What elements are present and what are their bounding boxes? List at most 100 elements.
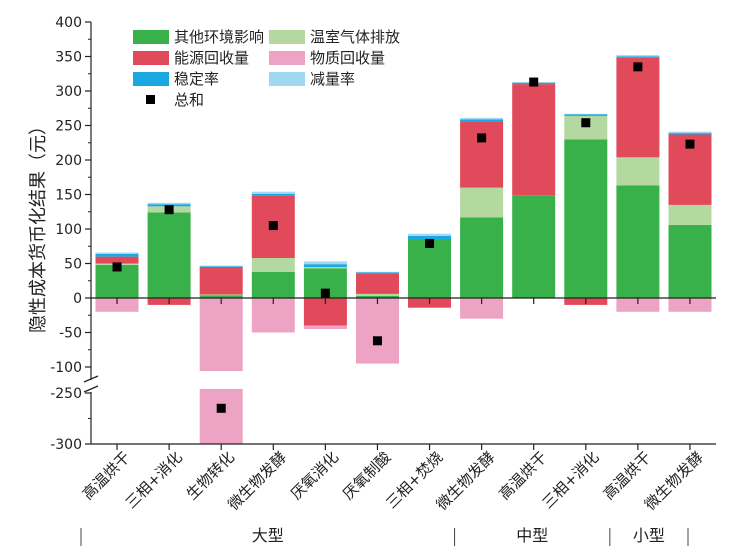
bar-1-series-0 (147, 212, 191, 298)
bar-2-series-0 (199, 295, 243, 298)
y-tick-label-9: -50 (59, 326, 82, 342)
y-tick-label-11: -250 (50, 386, 82, 402)
bar-7-series-4 (460, 119, 504, 122)
group-label-0: 大型 (252, 526, 284, 545)
y-tick-label-8: 0 (73, 291, 82, 307)
bar-9-series-1 (564, 115, 608, 140)
bar-5-series-0 (356, 295, 399, 298)
total-marker-1 (164, 205, 174, 215)
y-tick-label-6: 100 (55, 222, 82, 238)
bar-4-series-5 (303, 261, 347, 265)
legend-label-6: 总和 (174, 91, 204, 109)
bar-0-series-3 (95, 298, 139, 312)
y-tick-label-10: -100 (50, 360, 82, 376)
bar-8-series-0 (512, 195, 556, 298)
legend-swatch-4 (133, 72, 169, 86)
bar-9-series-5 (564, 113, 608, 115)
total-marker-6 (425, 238, 435, 248)
bar-7-series-5 (460, 117, 504, 120)
total-marker-0 (112, 262, 122, 272)
bar-4-series-3 (303, 325, 347, 329)
total-marker-5 (372, 336, 382, 346)
bar-10-series-4 (616, 56, 660, 58)
bar-1-series-5 (147, 202, 191, 205)
y-tick-label-1: 350 (55, 50, 82, 66)
bar-11-series-5 (668, 131, 712, 134)
bar-6-series-0 (408, 240, 451, 298)
bar-0-series-5 (95, 252, 139, 254)
bar-3-series-1 (251, 258, 295, 272)
y-tick-label-0: 400 (55, 15, 82, 31)
legend-label-1: 温室气体排放 (310, 28, 400, 46)
axis-break-gap (60, 371, 750, 389)
bar-3-series-4 (251, 193, 295, 196)
bar-2-series-2 (199, 266, 243, 295)
bars-layer (95, 55, 712, 444)
y-tick-label-3: 250 (55, 119, 82, 135)
total-marker-3 (268, 221, 278, 231)
legend-label-0: 其他环境影响 (174, 28, 264, 46)
bar-7-series-3 (460, 298, 504, 319)
bar-10-series-3 (616, 298, 660, 312)
total-marker-10 (633, 62, 643, 72)
bar-5-series-4 (356, 272, 399, 274)
y-tick-label-2: 300 (55, 84, 82, 100)
bar-4-series-4 (303, 264, 347, 267)
bar-9-series-0 (564, 139, 608, 298)
bar-3-series-5 (251, 191, 295, 194)
axis-break-mark-1 (83, 375, 99, 383)
legend-swatch-5 (269, 72, 305, 86)
total-marker-9 (581, 118, 591, 128)
group-labels: 大型 中型 小型 (80, 526, 689, 546)
totals-layer (112, 62, 695, 413)
y-tick-label-4: 200 (55, 153, 82, 169)
total-marker-11 (685, 139, 695, 149)
bar-11-series-4 (668, 133, 712, 135)
bar-11-series-1 (668, 204, 712, 225)
bar-2-series-5 (199, 265, 243, 267)
y-tick-label-7: 50 (64, 257, 82, 273)
legend-label-2: 能源回收量 (174, 49, 249, 67)
bar-10-series-1 (616, 157, 660, 186)
bar-7-series-1 (460, 187, 504, 218)
legend-swatch-0 (133, 30, 169, 44)
bar-10-series-2 (616, 57, 660, 158)
legend-swatch-2 (133, 51, 169, 65)
bar-7-series-2 (460, 121, 504, 188)
bar-5-series-1 (356, 293, 399, 296)
x-tick-label-4: 厌氧消化 (287, 448, 342, 503)
bar-10-series-0 (616, 185, 660, 298)
bar-9-series-4 (564, 114, 608, 116)
bar-0-series-2 (95, 256, 139, 264)
bar-10-series-5 (616, 55, 660, 57)
y-axis-label: 隐性成本货币化结果（元） (28, 117, 49, 333)
bar-2-series-1 (199, 294, 243, 296)
bar-3-series-0 (251, 271, 295, 298)
bar-5-series-2 (356, 273, 399, 294)
bar-11-series-0 (668, 224, 712, 298)
bar-11-series-3 (668, 298, 712, 312)
bar-7-series-0 (460, 217, 504, 298)
legend-label-5: 减量率 (310, 70, 355, 88)
bar-8-series-2 (512, 84, 556, 196)
legend-label-3: 物质回收量 (310, 49, 385, 67)
group-label-2: 小型 (633, 526, 665, 545)
total-marker-7 (477, 133, 487, 143)
legend-swatch-1 (269, 30, 305, 44)
axis-break-mark-2 (83, 385, 99, 393)
legend-swatch-3 (269, 51, 305, 65)
legend-label-4: 稳定率 (174, 70, 219, 88)
x-tick-label-1: 三相+消化 (122, 448, 186, 512)
bar-6-series-4 (408, 235, 451, 240)
group-label-1: 中型 (516, 526, 548, 545)
y-tick-label-5: 150 (55, 188, 82, 204)
total-marker-2 (216, 403, 226, 413)
total-marker-4 (320, 288, 330, 298)
total-marker-8 (529, 77, 539, 87)
bar-2-series-4 (199, 266, 243, 267)
x-tick-label-9: 三相+消化 (539, 448, 603, 512)
bar-4-series-1 (303, 266, 347, 269)
bar-5-series-3 (356, 298, 399, 364)
